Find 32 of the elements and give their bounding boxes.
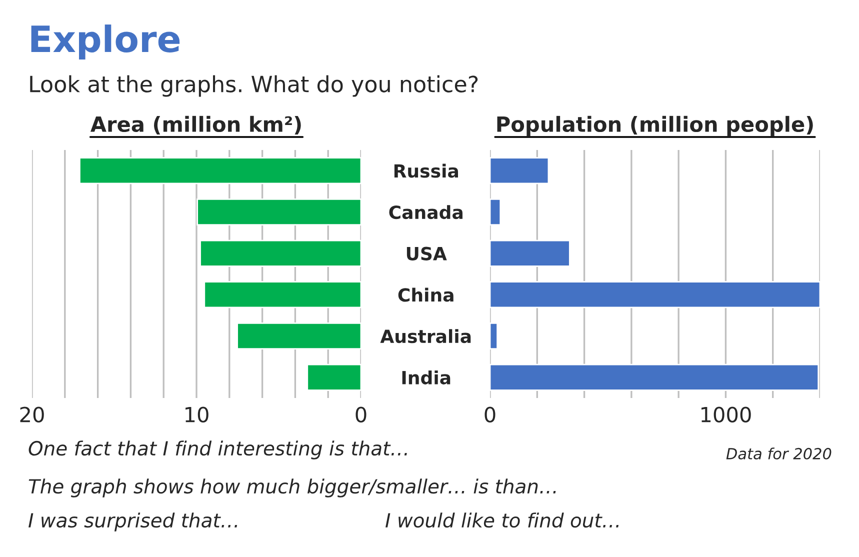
bar	[204, 281, 361, 308]
y-tick-label: China	[398, 288, 454, 302]
text: The graph shows how much bigger/smaller… is than…	[28, 478, 556, 498]
x-tick-label: 0	[356, 406, 366, 422]
x-tick-label: 20	[20, 406, 44, 422]
bar	[490, 240, 570, 267]
text: I was surprised that…	[28, 512, 238, 532]
bar	[200, 240, 361, 267]
x-axis-title: Population (million people)	[497, 116, 813, 136]
text: I would like to find out…	[386, 512, 619, 528]
chart-title: Explore	[31, 24, 180, 60]
bar	[79, 157, 361, 184]
chart-subtitle: Look at the graphs. What do you notice?	[30, 75, 478, 97]
bar	[490, 281, 820, 308]
y-tick-label: USA	[406, 246, 447, 260]
x-tick-label: 0	[484, 406, 496, 422]
bar	[490, 157, 550, 184]
y-tick-label: Russia	[394, 164, 458, 178]
bar	[490, 198, 502, 226]
text: Data for 2020	[726, 448, 832, 460]
x-tick-label: 1000	[701, 406, 751, 422]
bar	[490, 364, 820, 391]
text: One fact that I find interesting is that…	[28, 440, 407, 460]
x-tick-label: 10	[186, 406, 208, 422]
y-tick-label: Canada	[389, 205, 462, 220]
y-tick-label: Australia	[380, 329, 471, 344]
x-axis-title: Area (million km²)	[90, 116, 301, 134]
bar	[236, 322, 361, 350]
bar	[196, 198, 361, 226]
bar	[490, 322, 498, 350]
bar	[306, 364, 361, 391]
y-tick-label: India	[402, 370, 450, 384]
